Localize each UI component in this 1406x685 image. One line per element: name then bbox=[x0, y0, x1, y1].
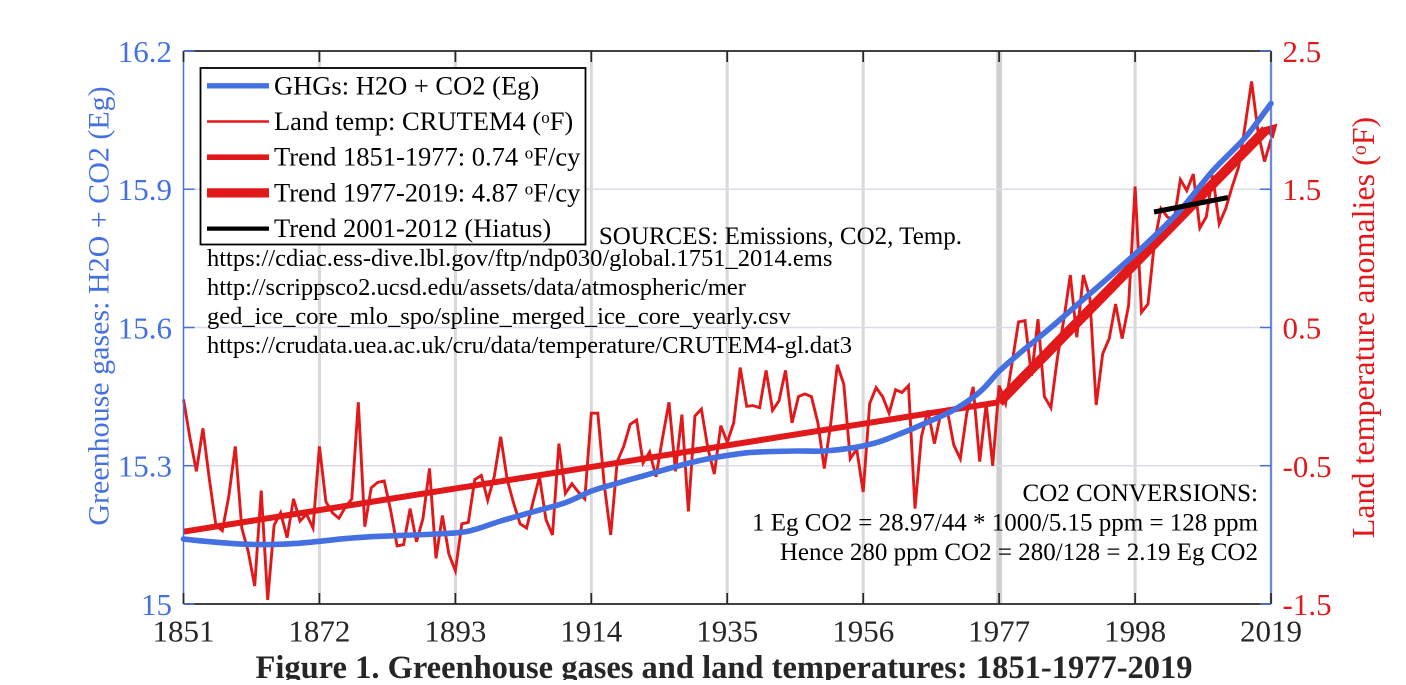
svg-text:SOURCES: Emissions, CO2, Temp.: SOURCES: Emissions, CO2, Temp. bbox=[599, 223, 962, 250]
svg-text:Land temperature anomalies (oF: Land temperature anomalies (oF) bbox=[1345, 117, 1381, 538]
svg-text:1872: 1872 bbox=[288, 614, 350, 649]
svg-text:1998: 1998 bbox=[1104, 614, 1166, 649]
svg-text:2.5: 2.5 bbox=[1283, 34, 1322, 69]
svg-text:1851: 1851 bbox=[153, 614, 215, 649]
svg-text:Trend 2001-2012 (Hiatus): Trend 2001-2012 (Hiatus) bbox=[274, 213, 551, 243]
svg-text:http://scrippsco2.ucsd.edu/ass: http://scrippsco2.ucsd.edu/assets/data/a… bbox=[207, 274, 746, 301]
svg-text:16.2: 16.2 bbox=[118, 34, 172, 69]
svg-text:1893: 1893 bbox=[424, 614, 486, 649]
svg-text:ged_ice_core_mlo_spo/spline_me: ged_ice_core_mlo_spo/spline_merged_ice_c… bbox=[207, 303, 791, 330]
svg-text:1914: 1914 bbox=[560, 614, 623, 649]
svg-text:15.6: 15.6 bbox=[118, 311, 172, 346]
svg-text:-1.5: -1.5 bbox=[1283, 587, 1332, 622]
svg-text:-0.5: -0.5 bbox=[1283, 449, 1332, 484]
svg-text:1.5: 1.5 bbox=[1283, 172, 1322, 207]
svg-text:15.9: 15.9 bbox=[118, 172, 172, 207]
svg-text:https://crudata.uea.ac.uk/cru/: https://crudata.uea.ac.uk/cru/data/tempe… bbox=[207, 332, 852, 359]
svg-text:GHGs: H2O + CO2 (Eg): GHGs: H2O + CO2 (Eg) bbox=[274, 70, 539, 100]
svg-text:1935: 1935 bbox=[696, 614, 758, 649]
svg-text:1956: 1956 bbox=[832, 614, 894, 649]
svg-text:Hence 280 ppm CO2 = 280/128 =: Hence 280 ppm CO2 = 280/128 = 2.19 Eg CO… bbox=[780, 539, 1258, 566]
svg-text:15: 15 bbox=[141, 587, 172, 622]
svg-text:15.3: 15.3 bbox=[118, 449, 172, 484]
svg-text:Figure 1. Greenhouse gases and: Figure 1. Greenhouse gases and land temp… bbox=[255, 650, 1192, 680]
svg-text:CO2 CONVERSIONS:: CO2 CONVERSIONS: bbox=[1023, 480, 1258, 507]
svg-text:0.5: 0.5 bbox=[1283, 311, 1322, 346]
svg-text:Greenhouse gases: H2O + CO2 (E: Greenhouse gases: H2O + CO2 (Eg) bbox=[83, 86, 116, 525]
svg-text:1977: 1977 bbox=[968, 614, 1030, 649]
svg-text:Trend 1977-2019: 4.87 oF/cy: Trend 1977-2019: 4.87 oF/cy bbox=[274, 177, 581, 207]
svg-text:https://cdiac.ess-dive.lbl.gov: https://cdiac.ess-dive.lbl.gov/ftp/ndp03… bbox=[207, 245, 832, 272]
svg-text:Trend 1851-1977: 0.74 oF/cy: Trend 1851-1977: 0.74 oF/cy bbox=[274, 142, 581, 172]
svg-text:Land temp: CRUTEM4 (oF): Land temp: CRUTEM4 (oF) bbox=[274, 106, 573, 136]
svg-text:2019: 2019 bbox=[1240, 614, 1302, 649]
svg-text:1 Eg CO2 = 28.97/44 * 1000/5.1: 1 Eg CO2 = 28.97/44 * 1000/5.15 ppm = 12… bbox=[752, 510, 1259, 537]
